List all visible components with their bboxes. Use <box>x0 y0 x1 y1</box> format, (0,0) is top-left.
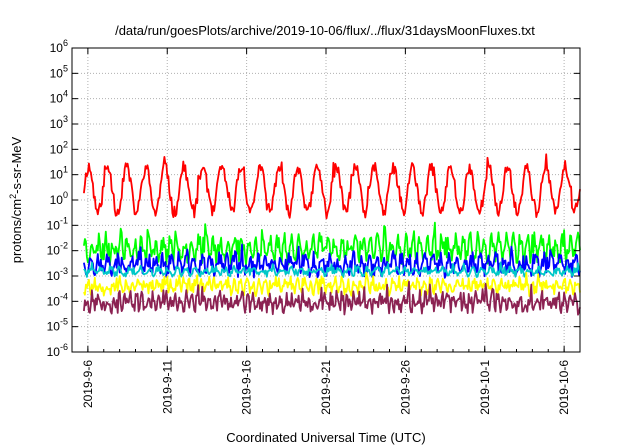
y-tick-label-base: 10 <box>50 41 64 55</box>
y-tick-label-base: 10 <box>50 142 64 156</box>
y-tick-label: 10-5 <box>47 317 68 334</box>
y-tick-label-exponent: 2 <box>63 139 68 149</box>
y-axis-label-exponent: 2 <box>8 194 18 199</box>
series-line <box>83 280 581 316</box>
x-axis: 2019-9-6 2019-9-11 2019-9-16 2019-9-21 2019-… <box>71 48 581 415</box>
y-tick-label-base: 10 <box>47 345 61 359</box>
y-tick-label: 102 <box>50 139 68 156</box>
y-tick-label-base: 10 <box>50 193 64 207</box>
x-axis-label: Coordinated Universal Time (UTC) <box>226 430 425 445</box>
y-tick-label: 10-4 <box>47 291 68 308</box>
x-tick-label: 2019-9-6 <box>81 360 95 408</box>
x-tick-label: 2019-9-16 <box>240 360 254 415</box>
series-line <box>83 261 581 278</box>
x-tick-label: 2019-9-26 <box>398 360 412 415</box>
x-tick-label: 2019-9-11 <box>160 360 174 414</box>
y-tick-label-exponent: -2 <box>60 241 68 251</box>
y-axis-label-main: protons/cm <box>9 199 24 263</box>
y-tick-label-exponent: -3 <box>60 266 68 276</box>
x-tick-label: 2019-10-6 <box>557 360 571 415</box>
y-tick-label: 100 <box>50 190 68 207</box>
y-tick-label-base: 10 <box>50 66 64 80</box>
series-layer <box>83 153 581 316</box>
series-line <box>83 271 581 297</box>
x-tick-label: 2019-10-1 <box>478 360 492 415</box>
chart-title: /data/run/goesPlots/archive/2019-10-06/f… <box>115 23 535 38</box>
x-tick-label: 2019-9-21 <box>319 360 333 415</box>
y-tick-label-exponent: 3 <box>63 114 68 124</box>
y-tick-label: 10-1 <box>47 215 68 232</box>
y-tick-label: 106 <box>50 38 68 55</box>
y-tick-label-exponent: 6 <box>63 38 68 48</box>
y-tick-label-base: 10 <box>47 218 61 232</box>
y-axis: 10-610-510-410-310-210-11001011021031041… <box>47 38 580 359</box>
y-tick-label-base: 10 <box>50 117 64 131</box>
y-tick-label-base: 10 <box>47 244 61 258</box>
y-tick-label-exponent: 1 <box>63 165 68 175</box>
grid <box>72 48 580 352</box>
y-axis-label: protons/cm2-s-sr-MeV <box>8 136 24 263</box>
y-tick-label-exponent: 5 <box>63 63 68 73</box>
y-tick-label: 104 <box>50 89 68 106</box>
y-tick-label-base: 10 <box>50 168 64 182</box>
y-tick-label-base: 10 <box>47 294 61 308</box>
y-tick-label-exponent: -5 <box>60 317 68 327</box>
y-tick-label: 10-2 <box>47 241 68 258</box>
y-axis-label-unit: -s-sr-MeV <box>9 136 24 193</box>
y-tick-label-exponent: 0 <box>63 190 68 200</box>
y-tick-label: 10-3 <box>47 266 68 283</box>
y-tick-label-base: 10 <box>50 92 64 106</box>
y-tick-label-exponent: 4 <box>63 89 68 99</box>
y-tick-label-exponent: -4 <box>60 291 68 301</box>
y-tick-label: 105 <box>50 63 68 80</box>
y-tick-label: 101 <box>50 165 68 182</box>
series-line <box>83 153 581 220</box>
y-tick-label: 10-6 <box>47 342 68 359</box>
y-tick-label-base: 10 <box>47 320 61 334</box>
series-line <box>83 221 581 267</box>
y-tick-label-exponent: -6 <box>60 342 68 352</box>
y-tick-label-base: 10 <box>47 269 61 283</box>
y-tick-label: 103 <box>50 114 68 131</box>
y-tick-label-exponent: -1 <box>60 215 68 225</box>
